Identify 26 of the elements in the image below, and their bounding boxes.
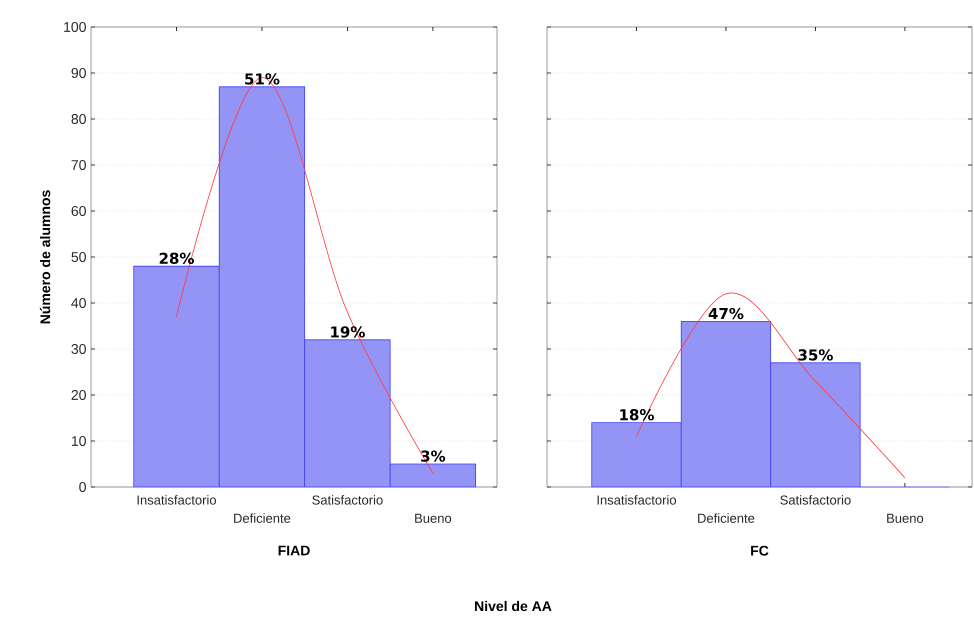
annotation: 51% (245, 73, 280, 85)
y-tick-label: 20 (72, 390, 86, 400)
x-tick-label: Deficiente (234, 513, 290, 523)
y-tick-label: 100 (64, 22, 86, 32)
x-tick-label: Insatisfactorio (598, 495, 676, 505)
y-tick-label: 70 (72, 160, 86, 170)
y-axis-title: Número de alumnos (40, 190, 50, 324)
y-tick-label: 90 (72, 68, 86, 78)
x-tick-label: Bueno (887, 514, 924, 523)
x-tick-label: Satisfactorio (312, 495, 383, 505)
y-tick-label: 50 (71, 252, 86, 262)
annotation: 47% (708, 308, 744, 320)
x-axis-title: FC (751, 546, 768, 556)
y-tick-label: 30 (71, 344, 86, 354)
x-tick-label: Insatisfactorio (138, 495, 216, 505)
x-tick-label: Satisfactorio (780, 495, 851, 505)
text: Nivel de AA (475, 600, 552, 612)
x-axis-title: FIAD (278, 546, 310, 556)
y-tick-label: 40 (71, 298, 86, 308)
y-tick-label: 0 (79, 482, 86, 492)
annotation: 35% (798, 349, 833, 361)
y-tick-label: 60 (72, 206, 86, 216)
x-tick-label: Deficiente (698, 513, 754, 523)
y-tick-label: 10 (72, 436, 86, 446)
x-tick-label: Bueno (415, 514, 452, 523)
y-tick-label: 80 (72, 114, 86, 124)
